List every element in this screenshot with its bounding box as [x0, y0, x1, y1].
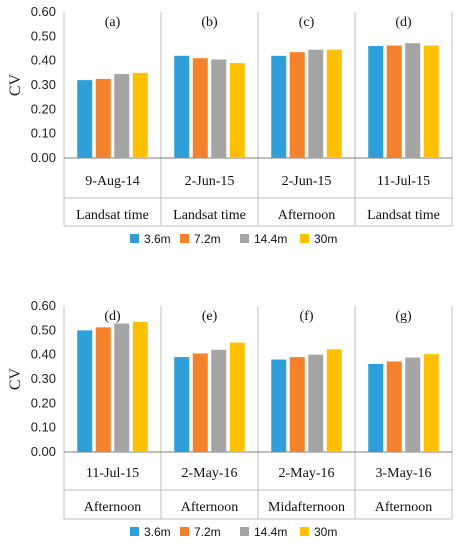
bar-14.4m [405, 43, 421, 158]
category-time-label: Afternoon [181, 500, 239, 515]
category-date-label: 3-May-16 [376, 466, 432, 481]
legend-label: 7.2m [194, 232, 221, 246]
category-date-label: 2-Jun-15 [185, 174, 235, 189]
bar-7.2m [289, 357, 305, 452]
bar-7.2m [289, 52, 305, 158]
legend-swatch-3.6m [130, 234, 139, 243]
category-date-label: 11-Jul-15 [86, 466, 139, 481]
category-time-label: Afternoon [375, 500, 433, 515]
y-axis-label: CV [7, 73, 24, 96]
y-tick-label: 0.60 [31, 298, 56, 313]
legend-label: 3.6m [144, 525, 171, 539]
category-date-label: 2-May-16 [182, 466, 238, 481]
legend-label: 14.4m [254, 232, 287, 246]
legend-label: 30m [314, 525, 337, 539]
bar-7.2m [192, 58, 208, 158]
bar-7.2m [95, 78, 111, 158]
y-tick-label: 0.30 [31, 371, 56, 386]
y-tick-label: 0.00 [31, 150, 56, 165]
bar-30m [423, 354, 439, 452]
bar-14.4m [308, 49, 324, 158]
legend-swatch-7.2m [180, 527, 189, 536]
bar-30m [229, 342, 245, 452]
y-tick-label: 0.20 [31, 395, 56, 410]
bar-30m [132, 321, 148, 452]
panel-label: (e) [202, 309, 218, 324]
category-time-label: Afternoon [84, 500, 142, 515]
bar-30m [423, 45, 439, 158]
bar-30m [132, 72, 148, 158]
panel-label: (a) [105, 15, 121, 30]
y-tick-label: 0.50 [31, 28, 56, 43]
y-tick-label: 0.40 [31, 347, 56, 362]
legend-swatch-3.6m [130, 527, 139, 536]
legend-label: 14.4m [254, 525, 287, 539]
category-date-label: 2-May-16 [279, 466, 335, 481]
bar-14.4m [308, 354, 324, 452]
bar-30m [326, 349, 342, 452]
bar-30m [326, 49, 342, 158]
panel-label: (g) [395, 309, 412, 324]
bar-3.6m [368, 363, 384, 452]
bar-3.6m [368, 46, 384, 158]
bar-14.4m [211, 349, 227, 452]
bar-14.4m [211, 59, 227, 159]
legend-swatch-7.2m [180, 234, 189, 243]
y-tick-label: 0.00 [31, 444, 56, 459]
category-time-label: Landsat time [173, 208, 246, 223]
chart-2: 0.00 0.10 0.20 0.30 0.40 0.50 0.60 CV (d) 11-Jul-… [7, 298, 453, 539]
bar-7.2m [386, 45, 402, 158]
bar-30m [229, 63, 245, 158]
y-axis-label: CV [7, 367, 24, 390]
y-tick-label: 0.50 [31, 322, 56, 337]
legend-label: 7.2m [194, 525, 221, 539]
y-tick-label: 0.10 [31, 126, 56, 141]
bar-3.6m [77, 330, 93, 452]
panel-label: (c) [299, 15, 315, 30]
bar-7.2m [95, 327, 111, 452]
category-time-label: Landsat time [367, 208, 440, 223]
legend-swatch-30m [300, 234, 309, 243]
bar-14.4m [114, 74, 130, 158]
bar-3.6m [271, 55, 287, 158]
bar-14.4m [114, 323, 130, 452]
bar-3.6m [174, 357, 190, 452]
legend-swatch-14.4m [240, 527, 249, 536]
category-time-label: Afternoon [278, 208, 336, 223]
y-tick-label: 0.10 [31, 420, 56, 435]
y-tick-label: 0.20 [31, 101, 56, 116]
bar-7.2m [192, 353, 208, 452]
panel-label: (b) [201, 15, 218, 30]
category-date-label: 9-Aug-14 [85, 174, 139, 189]
bar-3.6m [77, 80, 93, 158]
legend-swatch-30m [300, 527, 309, 536]
category-time-label: Landsat time [76, 208, 149, 223]
panel-label: (d) [395, 15, 412, 30]
category-date-label: 2-Jun-15 [282, 174, 332, 189]
y-tick-label: 0.40 [31, 53, 56, 68]
legend-swatch-14.4m [240, 234, 249, 243]
bar-3.6m [174, 55, 190, 158]
bar-14.4m [405, 357, 421, 452]
legend-label: 30m [314, 232, 337, 246]
panel-label: (d) [104, 309, 121, 324]
chart-1: 0.00 0.10 0.20 0.30 0.40 0.50 0.60 CV (a) 9-Aug-1… [7, 4, 453, 246]
y-tick-label: 0.60 [31, 4, 56, 19]
category-date-label: 11-Jul-15 [377, 174, 430, 189]
legend-label: 3.6m [144, 232, 171, 246]
panel-label: (f) [300, 309, 314, 324]
bar-7.2m [386, 361, 402, 452]
y-tick-label: 0.30 [31, 77, 56, 92]
category-time-label: Midafternoon [268, 500, 345, 515]
bar-3.6m [271, 359, 287, 452]
